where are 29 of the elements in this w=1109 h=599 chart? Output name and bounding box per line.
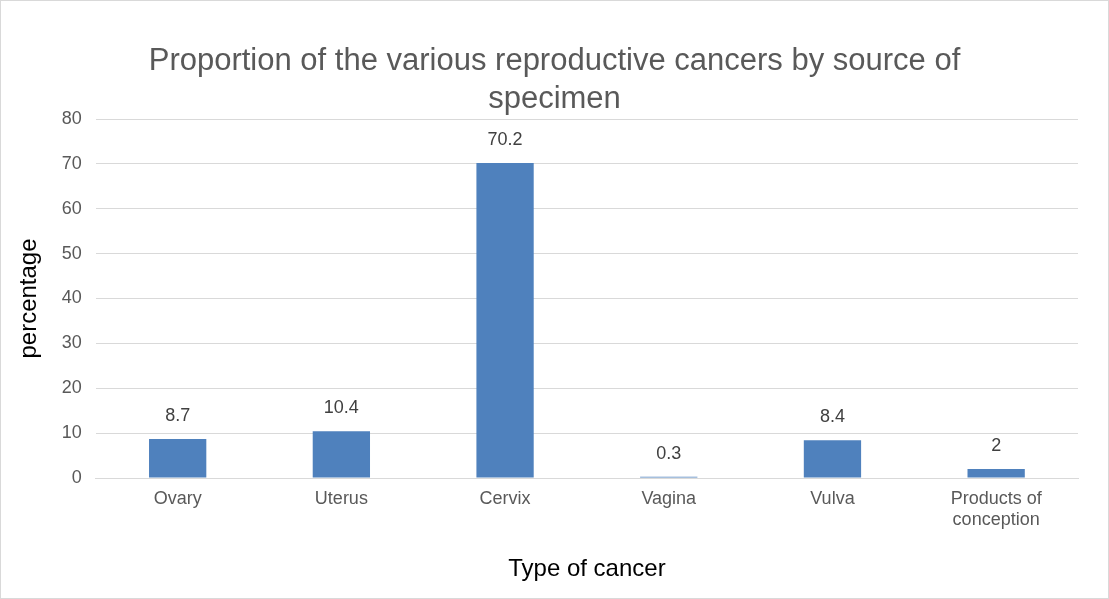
data-label: 70.2 [487, 128, 523, 149]
y-tick-label: 60 [61, 197, 82, 218]
x-tick-label: Vulva [810, 487, 856, 508]
y-tick-label: 20 [61, 377, 82, 398]
x-tick-label: Uterus [314, 487, 368, 508]
data-label: 8.4 [819, 406, 845, 427]
y-tick-label: 0 [71, 466, 82, 487]
x-tick-label: Products of conception [950, 487, 1043, 530]
y-tick-label: 40 [61, 287, 82, 308]
data-label: 0.3 [656, 442, 682, 463]
bar [149, 438, 207, 478]
y-tick-label: 30 [61, 332, 82, 353]
y-tick-label: 50 [61, 242, 82, 263]
y-tick-label: 10 [61, 422, 82, 443]
bar [476, 162, 534, 478]
x-axis-title: Type of cancer [508, 554, 666, 582]
y-axis-title: percentage [14, 238, 42, 359]
y-tick-label: 70 [61, 152, 82, 173]
data-label: 8.7 [165, 404, 191, 425]
bar [967, 469, 1025, 478]
data-label: 10.4 [323, 397, 359, 418]
x-tick-label: Ovary [153, 487, 202, 508]
bar [803, 440, 862, 478]
y-tick-label: 80 [61, 107, 82, 128]
x-tick-label: Cervix [479, 487, 531, 508]
chart-title: Proportion of the various reproductive cancers by source of specimen [147, 41, 962, 117]
x-tick-label: Vagina [641, 487, 698, 508]
bar [312, 431, 371, 478]
data-label: 2 [991, 434, 1002, 455]
